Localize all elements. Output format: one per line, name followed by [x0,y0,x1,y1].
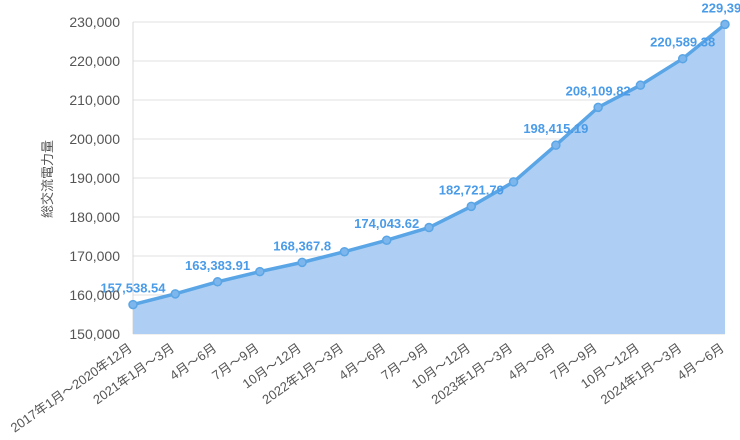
y-tick-label: 230,000 [69,14,120,30]
data-point [677,53,688,64]
data-label: 174,043.62 [354,216,419,231]
y-tick-label: 220,000 [69,53,120,69]
area-fill [133,24,725,334]
data-label: 208,109.82 [566,83,631,98]
data-point [297,257,307,268]
y-tick-label: 190,000 [69,170,120,186]
data-point [381,235,392,245]
data-label: 168,367.8 [273,238,331,253]
data-label: 157,538.54 [100,281,166,296]
y-tick-label: 160,000 [69,287,120,303]
data-point [128,299,138,310]
y-tick-label: 200,000 [69,131,120,147]
data-point [170,289,181,299]
y-tick-label: 180,000 [69,209,120,225]
data-point [339,246,350,257]
data-labels: 157,538.54 163,383.91 168,367.8 174,043.62 1… [100,0,740,295]
data-label: 229,394 [702,0,740,15]
x-tick-label: 4月～6月 [336,340,388,383]
y-axis-ticks: 150,000 160,000 170,000 180,000 190,000 200,0… [69,14,120,342]
y-tick-label: 170,000 [69,248,120,264]
data-point [424,222,434,233]
data-point [593,102,603,113]
y-tick-label: 150,000 [69,326,120,342]
data-point [466,201,477,212]
data-point [635,80,646,90]
data-label: 182,721.79 [439,182,504,197]
data-point [255,266,265,277]
x-tick-label: 4月～6月 [505,340,557,383]
x-axis-ticks: 2017年1月～2020年12月2021年1月～3月4月～6月7月～9月10月～… [8,340,727,435]
data-point [212,277,223,287]
data-label: 198,415.19 [523,121,588,136]
y-axis-title: 総交流電力量 [40,140,55,218]
data-label: 220,589.38 [650,35,715,50]
data-point [508,177,519,187]
data-label: 163,383.91 [185,258,250,273]
x-tick-label: 4月～6月 [167,340,219,383]
data-point [551,140,561,150]
x-tick-label: 4月～6月 [674,340,726,383]
data-points [128,19,730,310]
data-point [720,19,730,30]
y-tick-label: 210,000 [69,92,120,108]
area-series [132,23,727,334]
